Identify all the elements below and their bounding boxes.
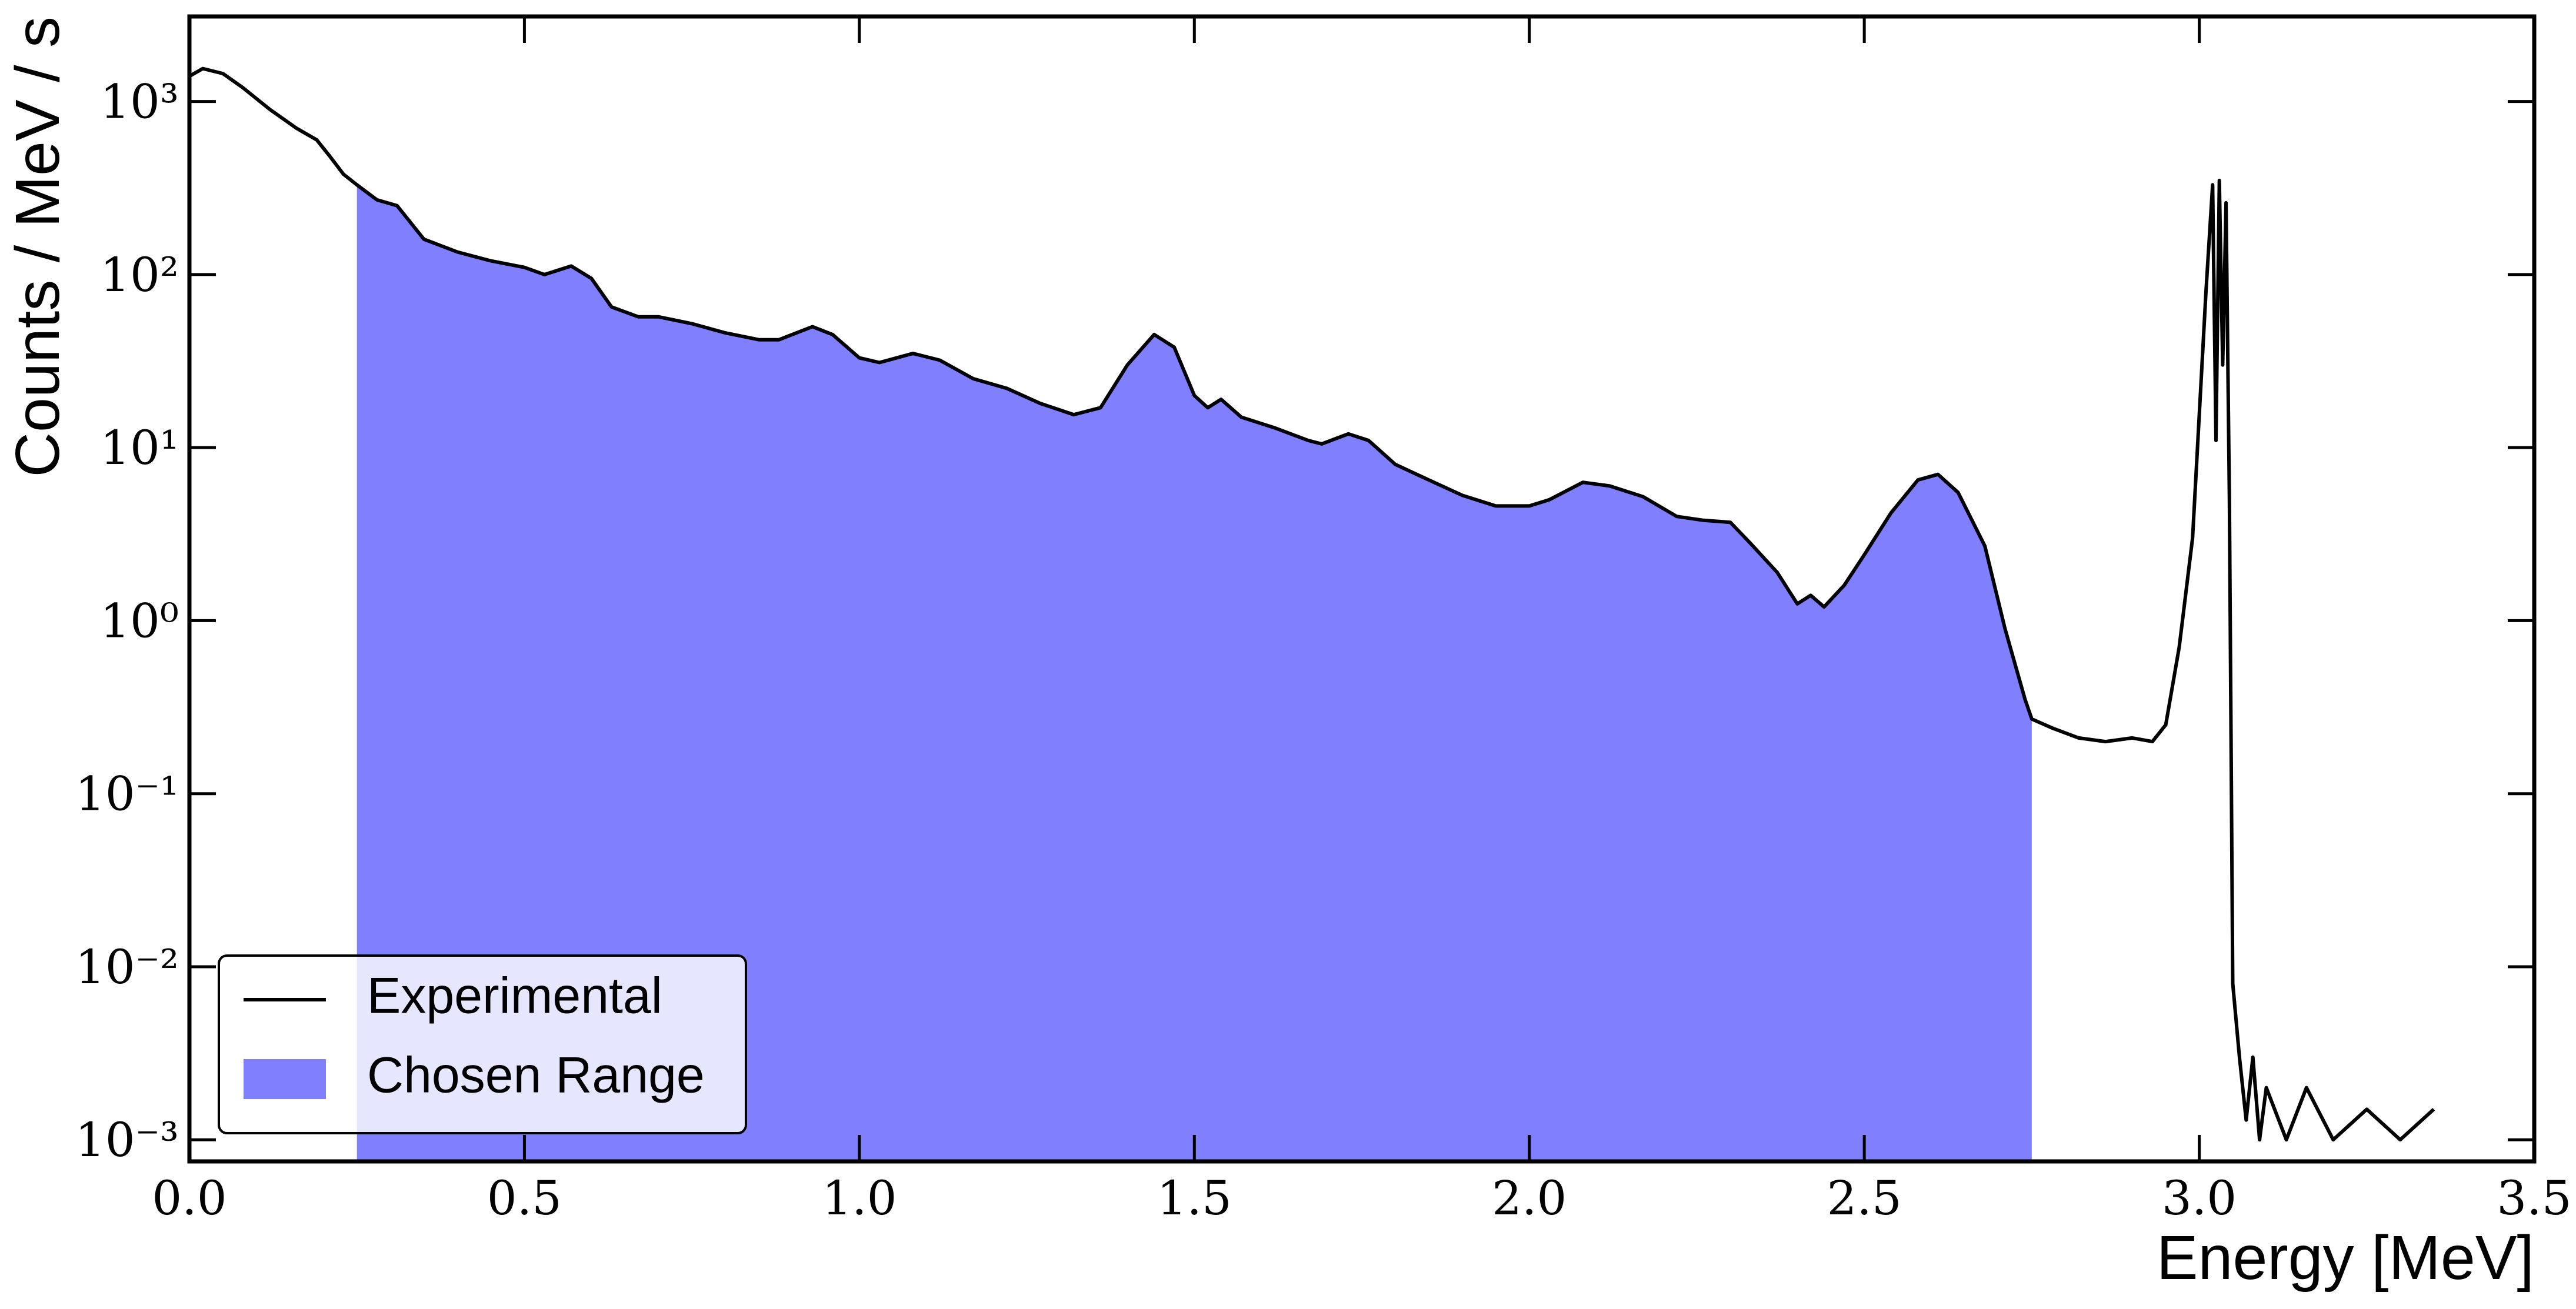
legend-box bbox=[218, 954, 747, 1134]
x-tick-label: 2.0 bbox=[1492, 1171, 1567, 1225]
y-tick-label: 10⁻³ bbox=[75, 1113, 179, 1167]
y-tick-label: 10³ bbox=[100, 75, 179, 129]
legend-swatch bbox=[244, 1059, 326, 1099]
legend-label: Chosen Range bbox=[367, 1047, 705, 1104]
x-tick-label: 0.0 bbox=[152, 1171, 226, 1225]
legend: Experimental Chosen Range bbox=[218, 954, 747, 1134]
y-tick-label: 10⁻² bbox=[75, 940, 179, 994]
y-tick-label: 10⁰ bbox=[100, 593, 179, 648]
y-axis-label: Counts / MeV / s bbox=[3, 16, 72, 477]
x-tick-label: 3.5 bbox=[2497, 1171, 2571, 1225]
y-tick-label: 10² bbox=[100, 248, 179, 302]
line bbox=[189, 66, 2435, 1142]
y-tick-label: 10¹ bbox=[100, 420, 179, 475]
x-tick-label: 1.5 bbox=[1157, 1171, 1232, 1225]
x-axis-label: Energy [MeV] bbox=[2157, 1223, 2534, 1293]
x-tick-label: 1.0 bbox=[822, 1171, 897, 1225]
x-tick-label: 0.5 bbox=[487, 1171, 562, 1225]
legend-label: Experimental bbox=[367, 968, 662, 1024]
plot-frame bbox=[187, 14, 2537, 1164]
plot-area bbox=[189, 66, 2435, 1161]
x-tick-label: 3.0 bbox=[2162, 1171, 2237, 1225]
x-tick-label: 2.5 bbox=[1827, 1171, 1902, 1225]
y-tick-label: 10⁻¹ bbox=[75, 767, 179, 822]
area bbox=[356, 185, 2032, 1161]
